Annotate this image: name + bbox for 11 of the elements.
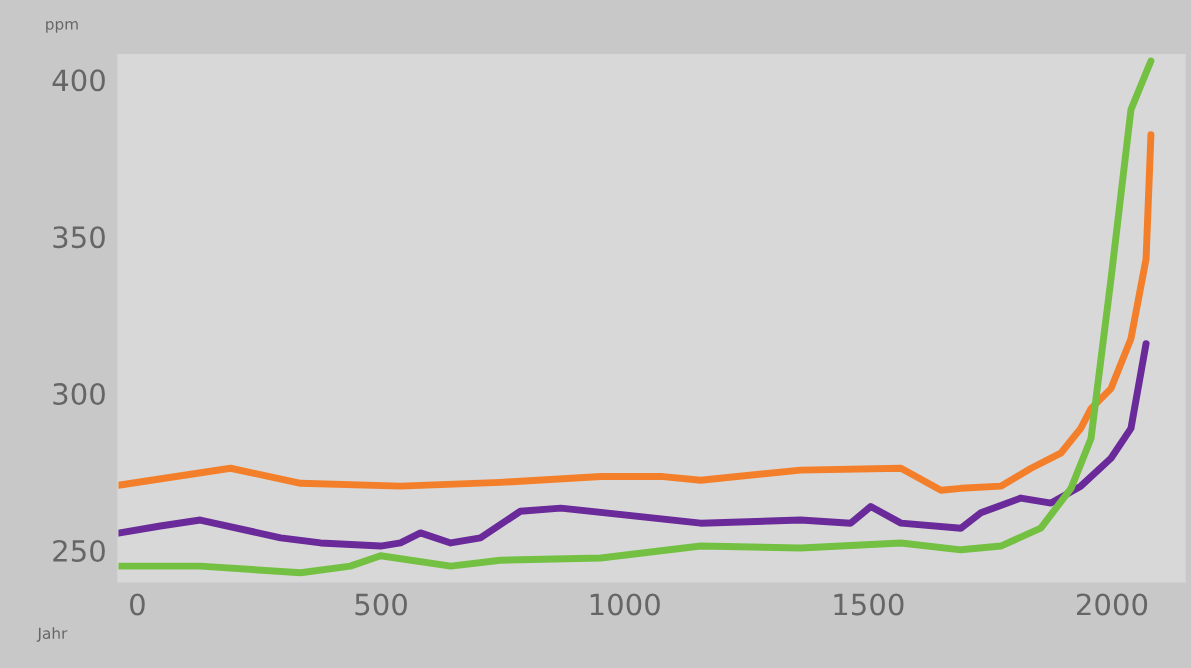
y-axis-title: ppm [46,21,78,33]
x-tick-label: 500 [355,593,407,616]
y-tick-label: 300 [53,383,105,406]
y-tick-label: 350 [53,226,105,249]
x-tick-label: 1000 [590,593,660,616]
y-tick-label: 250 [53,539,105,562]
y-tick-label: 400 [52,69,105,92]
x-tick-label: 1500 [834,593,904,616]
x-tick-label: 2000 [1076,593,1148,616]
x-tick-label: 0 [130,593,145,616]
x-axis-title: Jahr [36,627,68,642]
